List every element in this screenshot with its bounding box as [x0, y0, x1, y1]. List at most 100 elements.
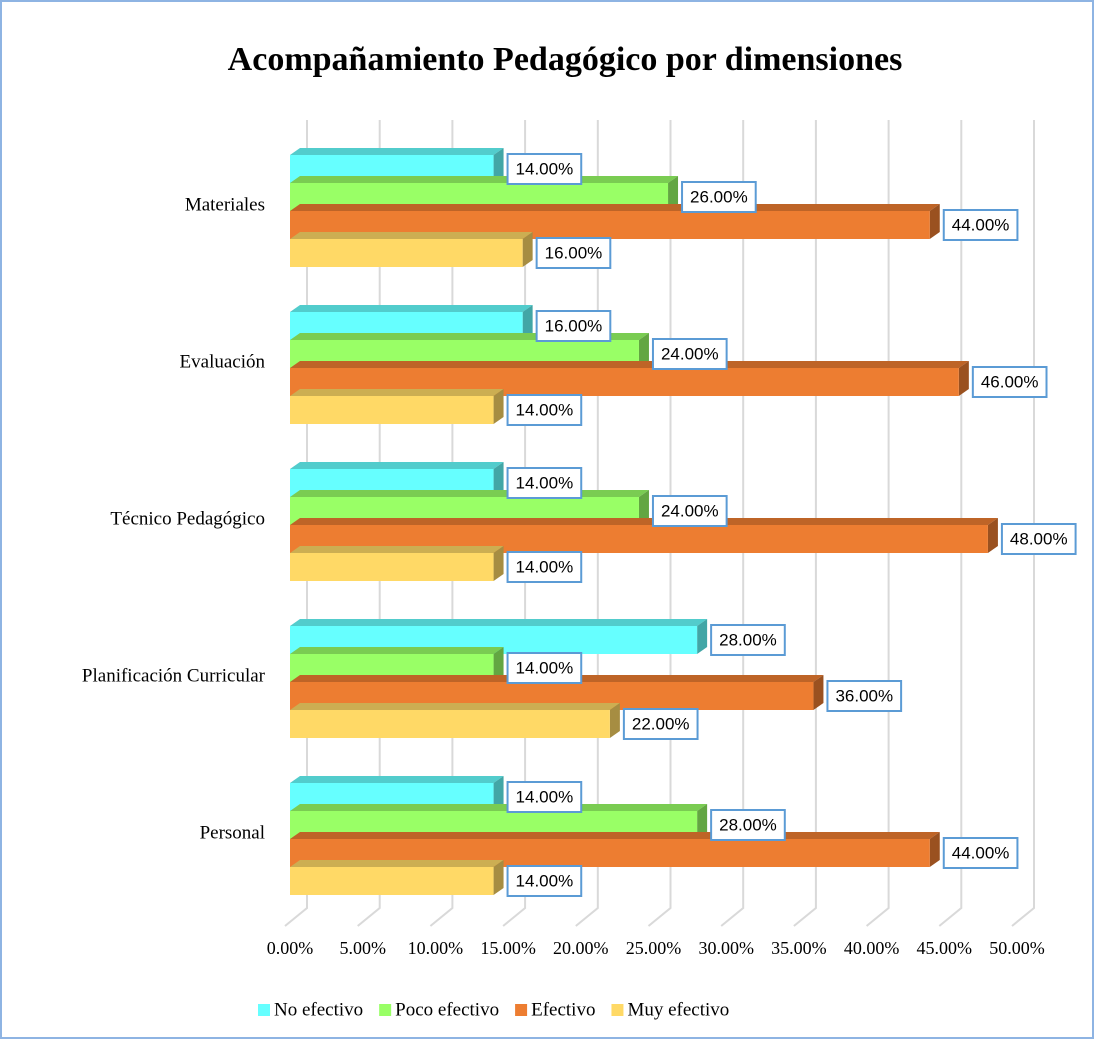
bar — [290, 710, 610, 738]
bar-top — [290, 148, 504, 155]
legend-label: Muy efectivo — [627, 999, 729, 1020]
data-label: 22.00% — [632, 714, 690, 733]
data-label-box — [535, 237, 612, 269]
x-tick-label: 0.00% — [267, 938, 314, 958]
bar-top — [290, 361, 969, 368]
bar-top — [290, 647, 504, 654]
bar — [290, 867, 494, 895]
category-label: Personal — [200, 822, 265, 843]
data-label-box — [942, 209, 1019, 241]
bar — [290, 239, 523, 267]
x-tick-label: 35.00% — [771, 938, 827, 958]
bar-side — [958, 361, 969, 396]
category-label: Evaluación — [180, 351, 266, 372]
data-label: 14.00% — [516, 159, 574, 178]
bar-side — [493, 148, 504, 183]
x-tick-label: 50.00% — [989, 938, 1045, 958]
data-label: 46.00% — [981, 372, 1039, 391]
data-label: 44.00% — [952, 215, 1010, 234]
data-label: 26.00% — [690, 187, 748, 206]
bar-top — [290, 832, 940, 839]
x-tick-label: 5.00% — [339, 938, 386, 958]
legend-swatch — [258, 1004, 270, 1016]
data-label: 16.00% — [545, 243, 603, 262]
data-label-box — [506, 467, 583, 499]
chart-title: Acompañamiento Pedagógico por dimensione… — [228, 41, 903, 78]
data-label: 44.00% — [952, 843, 1010, 862]
data-label: 14.00% — [516, 557, 574, 576]
data-label: 16.00% — [545, 316, 603, 335]
data-label-box — [681, 181, 757, 213]
bar-side — [697, 619, 708, 654]
x-tick-label: 20.00% — [553, 938, 609, 958]
data-label-box — [506, 394, 583, 426]
data-label: 14.00% — [516, 400, 574, 419]
category-label: Técnico Pedagógico — [110, 508, 265, 529]
bar-top — [290, 389, 504, 396]
data-label: 14.00% — [516, 658, 574, 677]
bar-side — [609, 703, 620, 738]
data-label: 24.00% — [661, 501, 719, 520]
bar-top — [290, 518, 998, 525]
data-label: 28.00% — [719, 630, 777, 649]
data-label: 36.00% — [835, 686, 893, 705]
data-label: 24.00% — [661, 344, 719, 363]
x-tick-label: 15.00% — [480, 938, 536, 958]
data-label: 14.00% — [516, 871, 574, 890]
bar-side — [697, 804, 708, 839]
bar-top — [290, 305, 533, 312]
bar-side — [522, 305, 533, 340]
category-label: Materiales — [185, 194, 265, 215]
x-tick-label: 30.00% — [698, 938, 754, 958]
bar-side — [493, 860, 504, 895]
data-label: 14.00% — [516, 787, 574, 806]
bar-top — [290, 176, 679, 183]
data-label-box — [1000, 523, 1077, 555]
bar-side — [813, 675, 824, 710]
bar-side — [493, 546, 504, 581]
legend-label: No efectivo — [274, 999, 363, 1020]
data-label-box — [622, 708, 699, 740]
bar-top — [290, 462, 504, 469]
data-label-box — [506, 153, 583, 185]
data-label-box — [506, 652, 583, 684]
data-label-box — [506, 865, 583, 897]
bar-top — [290, 619, 708, 626]
bar-top — [290, 860, 504, 867]
x-tick-label: 45.00% — [917, 938, 973, 958]
data-label-box — [826, 680, 903, 712]
bar-side — [493, 389, 504, 424]
legend-swatch — [379, 1004, 392, 1016]
legend-label: Efectivo — [531, 999, 595, 1020]
x-tick-label: 40.00% — [844, 938, 900, 958]
data-label-box — [651, 495, 728, 527]
bar-side — [668, 176, 679, 211]
data-label-box — [506, 781, 583, 813]
data-label-box — [535, 310, 612, 342]
bar-side — [522, 232, 533, 267]
data-label: 48.00% — [1010, 529, 1068, 548]
legend-label: Poco efectivo — [395, 999, 499, 1020]
bar-top — [290, 703, 620, 710]
bar-top — [290, 546, 504, 553]
data-label-box — [506, 551, 583, 583]
bar-side — [638, 490, 649, 525]
data-label-box — [971, 366, 1048, 398]
data-label-box — [942, 837, 1019, 869]
bar-top — [290, 204, 940, 211]
bar — [290, 553, 494, 581]
bar-top — [290, 232, 533, 239]
bar-top — [290, 490, 649, 497]
legend-swatch — [611, 1004, 624, 1016]
bar-side — [987, 518, 998, 553]
legend-swatch — [515, 1004, 528, 1016]
data-label-box — [710, 809, 786, 841]
category-label: Planificación Curricular — [82, 665, 266, 686]
bar-side — [929, 204, 940, 239]
bar-side — [638, 333, 649, 368]
bar-top — [290, 776, 504, 783]
x-tick-label: 10.00% — [408, 938, 464, 958]
data-label-box — [710, 624, 786, 656]
data-label-box — [651, 338, 728, 370]
